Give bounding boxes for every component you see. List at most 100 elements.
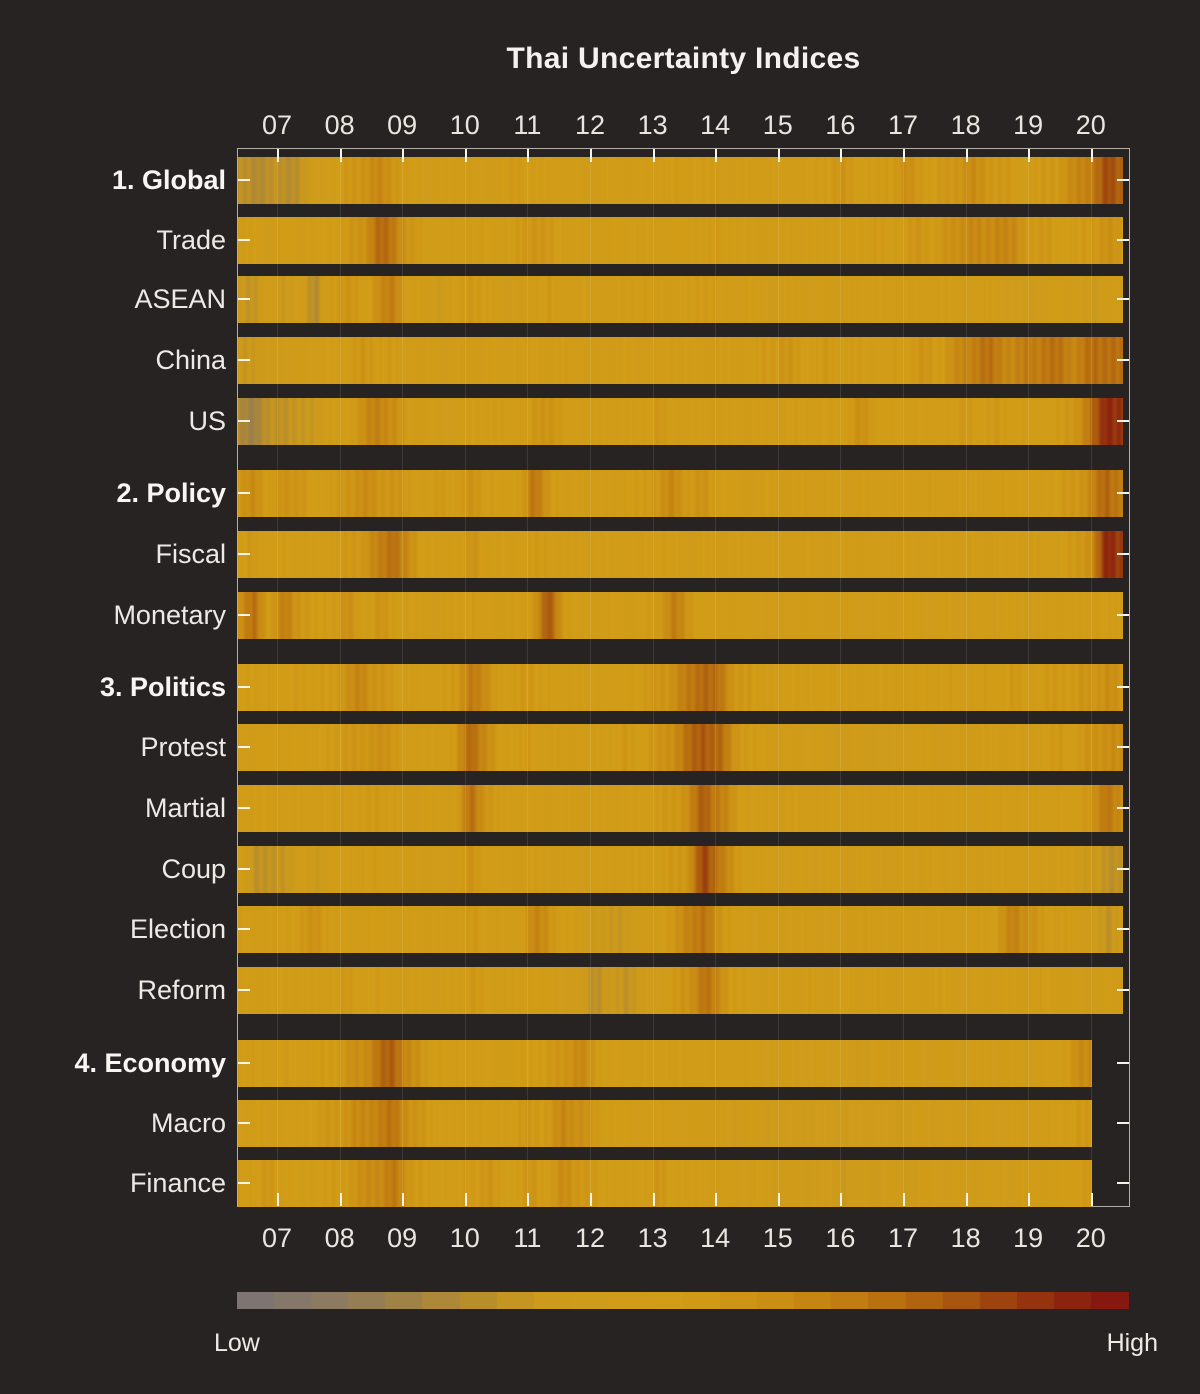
row-label-finance: Finance: [129, 1168, 226, 1198]
y-axis-tick: [238, 420, 250, 422]
x-axis-tick: [277, 1193, 279, 1206]
y-axis-tick: [238, 359, 250, 361]
y-axis-tick: [1117, 553, 1129, 555]
x-axis-tick: [402, 149, 405, 162]
y-axis-tick: [1117, 989, 1129, 991]
x-axis-tick: [1028, 149, 1031, 162]
x-tick-label: 09: [387, 1223, 418, 1253]
y-axis-tick: [238, 1182, 250, 1184]
y-axis-tick: [1117, 298, 1129, 300]
x-tick-label: 14: [700, 1223, 731, 1253]
x-tick-label: 12: [574, 1223, 606, 1253]
x-axis-tick: [277, 149, 279, 162]
x-axis-tick: [715, 149, 718, 162]
x-axis-tick: [1090, 149, 1093, 162]
heatmap-row-macro: [238, 1100, 1092, 1147]
x-axis-tick: [903, 1193, 905, 1206]
row-label-reform: Reform: [137, 975, 226, 1005]
row-label-coup: Coup: [161, 854, 226, 884]
x-tick-label: 18: [950, 1223, 981, 1253]
x-axis-tick: [464, 1193, 467, 1206]
row-label-monetary: Monetary: [113, 600, 226, 630]
year-grid-line: [590, 149, 591, 1206]
row-label-protest: Protest: [140, 732, 226, 762]
x-axis-tick: [715, 1193, 718, 1206]
heatmap-row-reform: [238, 967, 1123, 1014]
y-axis-tick: [238, 928, 250, 930]
row-label-global: 1. Global: [111, 165, 226, 195]
x-axis-tick: [965, 1193, 968, 1206]
x-tick-label: 09: [387, 110, 418, 140]
x-axis-tick: [777, 1193, 780, 1206]
year-grid-line: [339, 149, 341, 1206]
x-axis-tick: [840, 149, 843, 162]
x-axis-tick: [590, 1193, 592, 1206]
x-tick-label: 20: [1075, 110, 1106, 140]
x-tick-label: 11: [513, 1223, 542, 1253]
row-label-macro: Macro: [150, 1108, 226, 1138]
x-tick-label: 19: [1013, 110, 1044, 140]
colorbar-low-label: Low: [214, 1329, 260, 1357]
heatmap-row-asean: [238, 276, 1123, 323]
x-tick-label: 19: [1013, 1223, 1044, 1253]
heatmap-row-finance: [238, 1160, 1092, 1207]
year-grid-line: [277, 149, 278, 1206]
x-tick-label: 07: [261, 110, 293, 140]
row-label-asean: ASEAN: [134, 284, 226, 314]
heatmap-row-us: [238, 398, 1123, 445]
y-axis-tick: [1117, 359, 1129, 361]
x-axis-tick: [339, 1193, 342, 1206]
heatmap-row-politics: [238, 664, 1123, 711]
chart-title: Thai Uncertainty Indices: [506, 42, 861, 75]
x-axis-tick: [402, 1193, 405, 1206]
y-axis-tick: [1117, 1062, 1129, 1064]
y-axis-tick: [1117, 492, 1129, 494]
year-grid-line: [1028, 149, 1030, 1206]
row-label-martial: Martial: [144, 793, 226, 823]
x-axis-tick: [652, 149, 655, 162]
y-axis-tick: [238, 239, 250, 241]
y-axis-tick: [238, 989, 250, 991]
year-grid-line: [402, 149, 404, 1206]
x-axis-tick: [840, 1193, 843, 1206]
heatmap-row-economy: [238, 1040, 1092, 1087]
x-axis-tick: [1090, 1193, 1093, 1206]
x-axis-tick: [527, 1193, 530, 1206]
heatmap-row-coup: [238, 846, 1123, 893]
heatmap-row-trade: [238, 217, 1123, 264]
x-tick-label: 20: [1075, 1223, 1106, 1253]
y-axis-tick: [238, 1122, 250, 1124]
x-tick-label: 07: [261, 1223, 293, 1253]
x-tick-label: 15: [762, 1223, 793, 1253]
year-grid-line: [715, 149, 717, 1206]
x-tick-label: 13: [637, 110, 668, 140]
heatmap-row-china: [238, 337, 1123, 384]
y-axis-tick: [238, 492, 250, 494]
y-axis-tick: [238, 179, 250, 181]
year-grid-line: [840, 149, 842, 1206]
y-axis-tick: [238, 1062, 250, 1064]
year-grid-line: [527, 149, 529, 1206]
year-grid-line: [965, 149, 967, 1206]
heatmap-row-protest: [238, 724, 1123, 771]
x-tick-label: 17: [887, 110, 919, 140]
year-grid-line: [1090, 149, 1092, 1206]
x-tick-label: 10: [449, 1223, 480, 1253]
row-label-fiscal: Fiscal: [155, 539, 226, 569]
y-axis-tick: [238, 746, 250, 748]
x-tick-label: 15: [762, 110, 793, 140]
x-axis-tick: [903, 149, 905, 162]
year-grid-line: [464, 149, 466, 1206]
x-tick-label: 10: [449, 110, 480, 140]
x-tick-label: 11: [513, 110, 542, 140]
y-axis-tick: [238, 807, 250, 809]
row-label-policy: 2. Policy: [116, 478, 226, 508]
y-axis-tick: [1117, 1182, 1129, 1184]
heatmap-row-global: [238, 157, 1123, 204]
y-axis-tick: [1117, 614, 1129, 616]
x-axis-tick: [1028, 1193, 1031, 1206]
y-axis-tick: [238, 686, 250, 688]
y-axis-tick: [1117, 686, 1129, 688]
x-axis-tick: [464, 149, 467, 162]
x-axis-tick: [590, 149, 592, 162]
